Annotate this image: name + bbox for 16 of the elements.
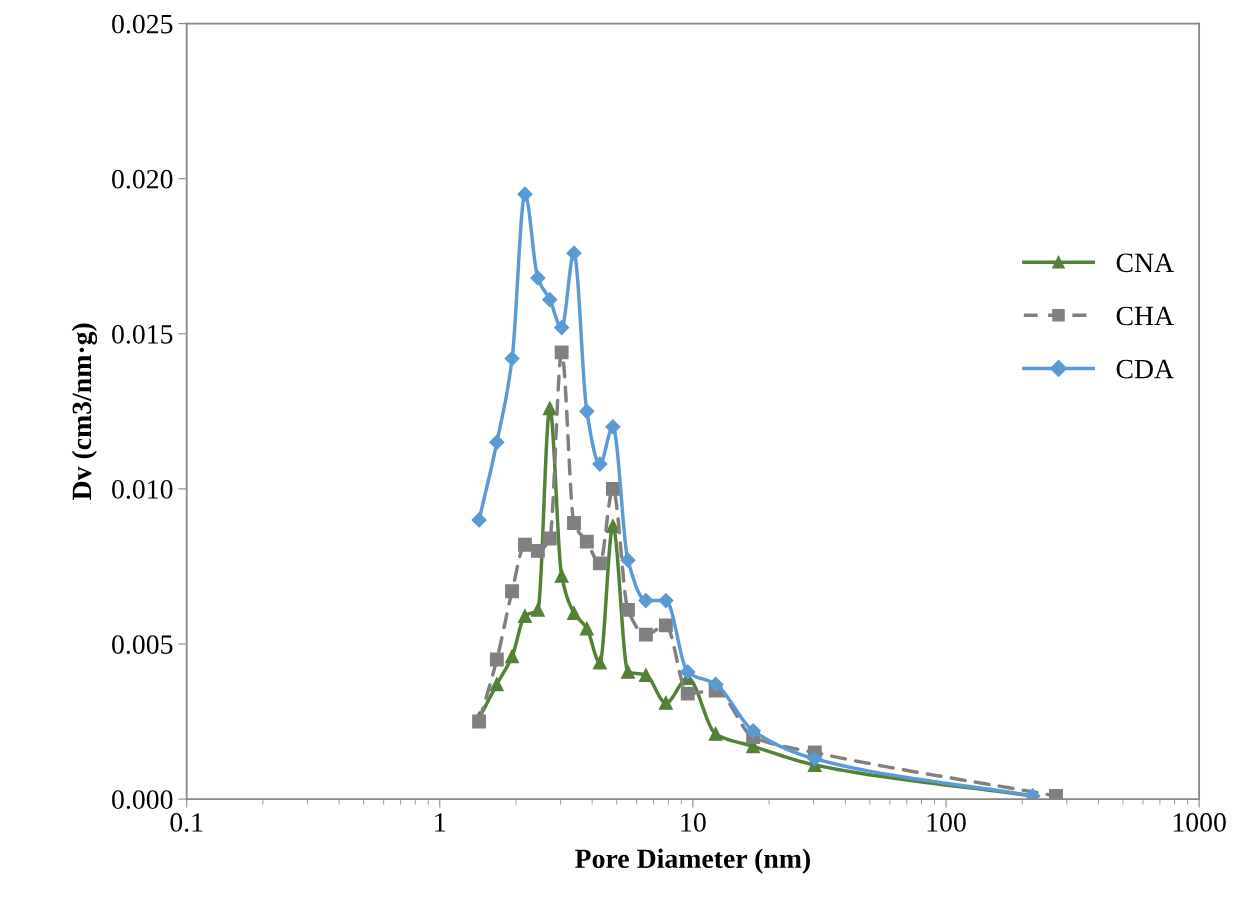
y-tick-label: 0.010 [112,480,173,499]
y-tick-label: 0.015 [112,324,173,344]
y-tick-label: 0.020 [112,169,173,189]
y-tick-label: 0.005 [112,635,173,654]
x-tick-label: 100 [927,813,966,832]
y-axis-title: Dv (cm3/nm·g) [71,323,98,500]
legend-label: CDA [1116,359,1174,379]
legend-label: CHA [1116,306,1174,326]
legend-label: CNA [1116,253,1174,273]
x-tick-label: 10 [681,813,706,832]
x-tick-label: 1000 [1173,813,1226,832]
x-tick-label: 0.1 [170,813,203,832]
y-tick-label: 0.025 [112,14,173,34]
x-tick-label: 1 [435,813,446,832]
x-axis-title: Pore Diameter (nm) [575,848,810,874]
y-tick-label: 0.000 [112,790,173,810]
